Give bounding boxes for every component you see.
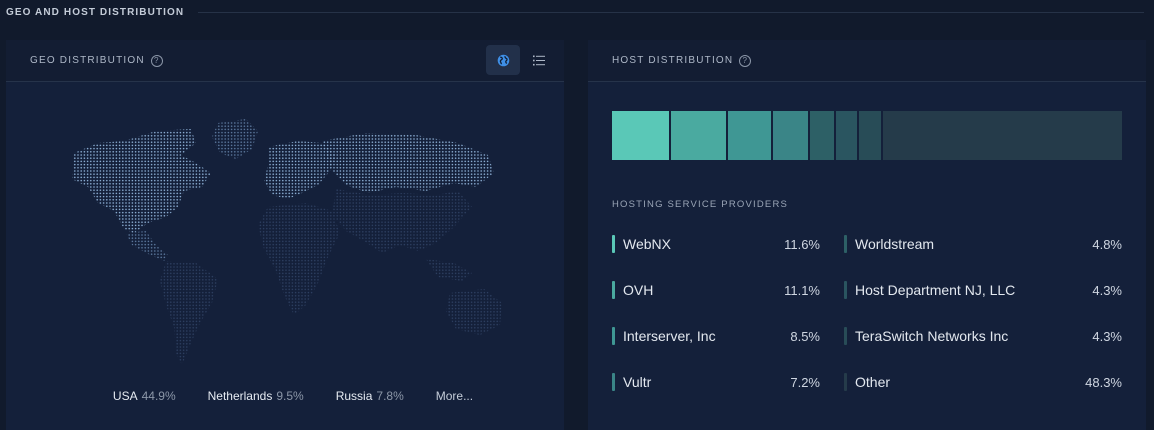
country-name: USA — [112, 389, 138, 403]
host-distribution-panel: HOST DISTRIBUTION ? HOSTING SERVICE PROV… — [588, 40, 1146, 430]
geo-item-russia[interactable]: Russia 7.8% — [336, 389, 404, 403]
host-bar-segment[interactable] — [728, 111, 771, 160]
provider-name: Host Department NJ, LLC — [855, 282, 1016, 298]
provider-color-marker — [844, 373, 847, 391]
country-percent: 44.9% — [141, 389, 176, 403]
more-countries-link[interactable]: More... — [435, 389, 474, 403]
provider-name: WebNX — [623, 236, 671, 252]
map-greenland — [212, 119, 258, 159]
provider-color-marker — [612, 373, 615, 391]
provider-row[interactable]: Interserver, Inc 8.5% — [612, 327, 820, 373]
country-name: Netherlands — [207, 389, 273, 403]
host-bar-segment[interactable] — [772, 111, 809, 160]
provider-row-content: Other 48.3% — [844, 373, 1122, 391]
host-bar-segment[interactable] — [882, 111, 1122, 160]
host-bar-segment[interactable] — [671, 111, 727, 160]
provider-row-content: Host Department NJ, LLC 4.3% — [844, 281, 1122, 299]
geo-item-netherlands[interactable]: Netherlands 9.5% — [208, 389, 304, 403]
provider-row[interactable]: WebNX 11.6% — [612, 235, 820, 281]
providers-label: HOSTING SERVICE PROVIDERS — [612, 199, 789, 210]
provider-color-marker — [844, 327, 847, 345]
help-icon[interactable]: ? — [739, 54, 752, 67]
host-bar-segment[interactable] — [859, 111, 881, 160]
section-title: GEO AND HOST DISTRIBUTION — [6, 6, 185, 18]
host-title-text: HOST DISTRIBUTION — [612, 55, 734, 66]
provider-row-content: Worldstream 4.8% — [844, 235, 1122, 253]
provider-row-content: Interserver, Inc 8.5% — [612, 327, 820, 345]
geo-title-text: GEO DISTRIBUTION — [30, 55, 145, 66]
provider-row-content: TeraSwitch Networks Inc 4.3% — [844, 327, 1122, 345]
provider-name: TeraSwitch Networks Inc — [855, 328, 1009, 344]
globe-icon — [497, 54, 509, 66]
map-central-america — [126, 231, 168, 261]
provider-name: Worldstream — [855, 236, 935, 252]
map-australia — [446, 289, 502, 335]
provider-percent: 11.6% — [784, 236, 820, 252]
provider-name: Interserver, Inc — [623, 328, 716, 344]
provider-name: OVH — [623, 282, 654, 298]
provider-percent: 8.5% — [790, 328, 820, 344]
host-bar-segment[interactable] — [612, 111, 670, 160]
country-name: Russia — [335, 389, 373, 403]
map-asia — [332, 189, 472, 253]
host-panel-title: HOST DISTRIBUTION ? — [588, 54, 752, 67]
geo-legend: USA 44.9% Netherlands 9.5% Russia 7.8% M… — [6, 389, 564, 403]
map-southeast-asia — [426, 259, 472, 281]
provider-row[interactable]: TeraSwitch Networks Inc 4.3% — [844, 327, 1122, 373]
providers-list: WebNX 11.6% Worldstream 4.8% OVH 11.1% Host De… — [612, 235, 1122, 419]
section-header: GEO AND HOST DISTRIBUTION — [0, 0, 1154, 24]
host-bar-segment[interactable] — [836, 111, 858, 160]
provider-percent: 11.1% — [784, 282, 820, 298]
help-icon[interactable]: ? — [150, 54, 163, 67]
map-africa — [258, 203, 340, 315]
map-south-america — [160, 261, 218, 365]
list-view-button[interactable] — [522, 45, 556, 75]
provider-color-marker — [844, 235, 847, 253]
geo-panel-header: GEO DISTRIBUTION ? — [6, 40, 564, 82]
provider-percent: 7.2% — [790, 374, 820, 390]
section-divider — [198, 11, 1144, 13]
provider-color-marker — [612, 235, 615, 253]
provider-row-content: WebNX 11.6% — [612, 235, 820, 253]
map-view-button[interactable] — [486, 45, 520, 75]
provider-row-content: OVH 11.1% — [612, 281, 820, 299]
provider-percent: 4.3% — [1092, 282, 1122, 298]
world-dot-map — [72, 119, 502, 365]
provider-percent: 4.8% — [1092, 236, 1122, 252]
geo-panel-title: GEO DISTRIBUTION ? — [6, 54, 163, 67]
host-distribution-bar — [612, 111, 1122, 160]
provider-row[interactable]: Host Department NJ, LLC 4.3% — [844, 281, 1122, 327]
provider-row[interactable]: OVH 11.1% — [612, 281, 820, 327]
host-bar-segment[interactable] — [810, 111, 835, 160]
provider-color-marker — [612, 281, 615, 299]
provider-row[interactable]: Vultr 7.2% — [612, 373, 820, 419]
provider-name: Vultr — [623, 374, 652, 390]
provider-row[interactable]: Other 48.3% — [844, 373, 1122, 419]
list-icon — [533, 55, 545, 65]
provider-color-marker — [612, 327, 615, 345]
country-percent: 7.8% — [376, 389, 404, 403]
map-europe — [264, 141, 336, 199]
map-north-america — [72, 129, 211, 233]
geo-distribution-panel: GEO DISTRIBUTION ? — [6, 40, 564, 430]
provider-color-marker — [844, 281, 847, 299]
provider-name: Other — [855, 374, 891, 390]
country-percent: 9.5% — [276, 389, 304, 403]
provider-percent: 48.3% — [1085, 374, 1122, 390]
map-russia — [322, 133, 494, 193]
provider-percent: 4.3% — [1092, 328, 1122, 344]
provider-row[interactable]: Worldstream 4.8% — [844, 235, 1122, 281]
view-toggle — [486, 45, 556, 75]
provider-row-content: Vultr 7.2% — [612, 373, 820, 391]
host-panel-header: HOST DISTRIBUTION ? — [588, 40, 1146, 82]
geo-item-usa[interactable]: USA 44.9% — [113, 389, 176, 403]
